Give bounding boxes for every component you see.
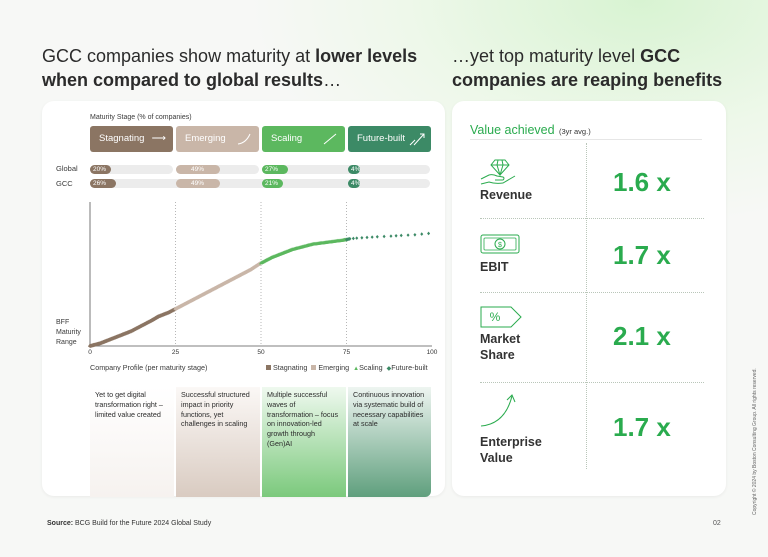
metric-divider-2 xyxy=(480,292,704,293)
hand-diamond-icon xyxy=(480,159,516,185)
metric-divider-3 xyxy=(480,382,704,383)
x-tick-label: 25 xyxy=(172,349,180,356)
legend-stagnating: Stagnating xyxy=(266,363,307,372)
diagonal-up-icon xyxy=(323,133,337,145)
x-tick-label: 75 xyxy=(343,349,351,356)
stage-emerging: Emerging xyxy=(176,126,259,152)
point-future-built xyxy=(351,236,355,241)
point-future-built xyxy=(413,232,417,237)
global-emerging-value: 49% xyxy=(191,166,205,173)
stage-stagnating-label: Stagnating xyxy=(99,133,145,144)
point-future-built xyxy=(365,235,369,240)
stage-scaling: Scaling xyxy=(262,126,345,152)
metric-revenue-label: Revenue xyxy=(480,188,533,202)
chart-legend: Stagnating Emerging ▲Scaling ◆Future-bui… xyxy=(266,363,428,372)
global-stagnating-pill: 20% xyxy=(90,165,173,174)
description-scaling: Multiple successful waves of transformat… xyxy=(262,387,346,497)
point-future-built xyxy=(427,231,431,236)
left-heading-bold-2: when compared to global results xyxy=(42,70,324,90)
x-tick-label: 0 xyxy=(88,349,92,356)
svg-text:$: $ xyxy=(498,242,502,249)
metric-market-share-label: Market Share xyxy=(480,332,521,362)
left-heading-bold: lower levels xyxy=(315,46,418,66)
legend-scaling: ▲Scaling xyxy=(353,363,383,372)
stage-scaling-label: Scaling xyxy=(271,133,303,144)
legend-emerging: Emerging xyxy=(311,363,349,372)
growth-arrow-icon xyxy=(480,394,516,427)
gcc-pill-track xyxy=(90,179,430,188)
x-tick-label: 100 xyxy=(427,349,438,356)
rising-arrows-icon xyxy=(409,133,425,146)
left-heading-ellipsis: … xyxy=(323,70,342,90)
copyright-notice: Copyright © 2024 by Boston Consulting Gr… xyxy=(752,368,758,515)
gcc-stagnating-pill: 26% xyxy=(90,179,116,188)
percent-tag-icon: % xyxy=(480,306,522,328)
curve-up-icon xyxy=(237,133,251,145)
gcc-emerging-value: 49% xyxy=(191,180,205,187)
gcc-scaling-pill: 21% xyxy=(262,179,283,188)
point-future-built xyxy=(355,236,359,240)
global-future-value: 4% xyxy=(351,166,361,173)
gcc-future-pill: 4% xyxy=(348,179,360,188)
point-future-built xyxy=(399,233,403,238)
gcc-emerging-pill: 49% xyxy=(176,179,220,188)
global-scaling-value: 27% xyxy=(265,166,279,173)
point-future-built xyxy=(389,234,393,238)
metric-revenue-value: 1.6 x xyxy=(613,167,671,197)
global-scaling-pill: 27% xyxy=(262,165,430,174)
right-heading-bold: GCC xyxy=(640,46,681,66)
point-future-built xyxy=(370,235,374,239)
y-axis-label: BFF Maturity Range xyxy=(56,319,81,346)
value-title-divider xyxy=(470,139,702,140)
left-heading-text: GCC companies show maturity at xyxy=(42,46,316,66)
source-note: Source: BCG Build for the Future 2024 Gl… xyxy=(47,520,211,527)
stage-emerging-label: Emerging xyxy=(185,133,226,144)
metric-ebit-label: EBIT xyxy=(480,260,509,274)
left-heading: GCC companies show maturity at lower lev… xyxy=(42,44,442,92)
stage-future-built-label: Future-built xyxy=(357,133,406,144)
metric-market-share-value: 2.1 x xyxy=(613,321,671,351)
point-future-built xyxy=(375,234,379,239)
value-subtitle: (3yr avg.) xyxy=(559,127,591,136)
global-stagnating-value: 20% xyxy=(93,166,107,173)
source-label: Source: xyxy=(47,520,74,527)
metric-divider-1 xyxy=(480,218,704,219)
metric-ebit-value: 1.7 x xyxy=(613,240,671,270)
svg-text:%: % xyxy=(490,310,501,324)
stage-stagnating: Stagnating ⟶ xyxy=(90,126,173,152)
point-future-built xyxy=(360,235,364,240)
right-heading-text: …yet top maturity level xyxy=(452,46,641,66)
source-text: BCG Build for the Future 2024 Global Stu… xyxy=(75,520,212,527)
right-heading: …yet top maturity level GCC companies ar… xyxy=(452,44,752,92)
x-axis-label: Company Profile (per maturity stage) xyxy=(90,363,208,372)
maturity-scatter-chart: 0 25 50 75 100 xyxy=(87,202,438,356)
maturity-stage-label: Maturity Stage (% of companies) xyxy=(90,114,192,121)
description-emerging: Successful structured impact in priority… xyxy=(176,387,260,497)
description-future-built: Continuous innovation via systematic bui… xyxy=(348,387,431,497)
point-future-built xyxy=(420,232,424,236)
legend-future-built: ◆Future-built xyxy=(386,363,428,372)
global-emerging-pill: 49% xyxy=(176,165,259,174)
metric-enterprise-value-value: 1.7 x xyxy=(613,412,671,442)
stage-future-built: Future-built xyxy=(348,126,431,152)
point-future-built xyxy=(394,233,398,238)
x-tick-label: 50 xyxy=(257,349,265,356)
right-heading-bold-2: companies are reaping benefits xyxy=(452,70,723,90)
gcc-scaling-value: 21% xyxy=(265,180,279,187)
gcc-future-value: 4% xyxy=(351,180,361,187)
point-future-built xyxy=(406,233,410,237)
gcc-stagnating-value: 26% xyxy=(93,180,107,187)
page-number: 02 xyxy=(713,520,721,527)
banknote-icon: $ xyxy=(480,234,520,254)
value-title: Value achieved (3yr avg.) xyxy=(470,121,591,139)
row-label-global: Global xyxy=(56,164,78,173)
metric-enterprise-value-label: Enterprise Value xyxy=(480,435,542,465)
value-title-text: Value achieved xyxy=(470,123,555,137)
global-future-pill: 4% xyxy=(348,165,430,174)
point-future-built xyxy=(382,234,386,239)
arrow-right-icon: ⟶ xyxy=(151,133,166,144)
row-label-gcc: GCC xyxy=(56,179,73,188)
value-column-divider xyxy=(586,143,587,469)
description-stagnating: Yet to get digital transformation right … xyxy=(90,387,174,497)
